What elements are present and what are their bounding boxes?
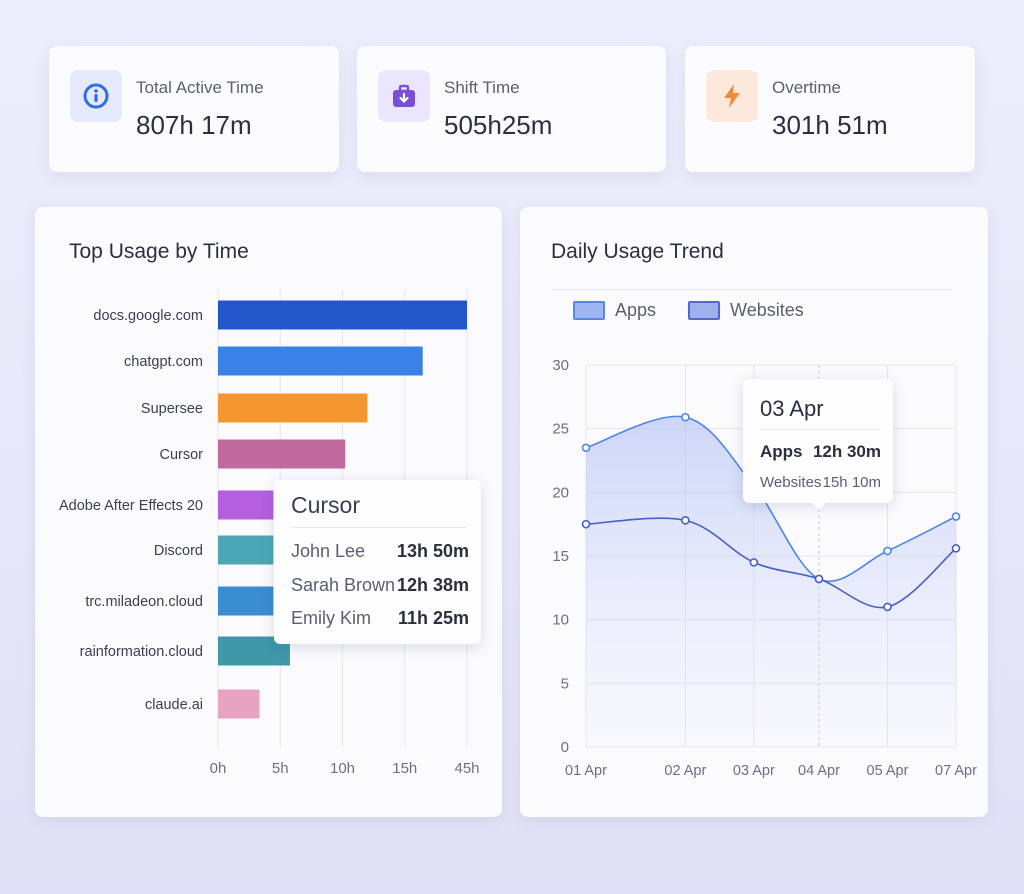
stat-card-overtime: Overtime 301h 51m <box>685 46 975 172</box>
tooltip-row-name: Sarah Brown <box>291 575 396 595</box>
category-label: Discord <box>154 543 203 559</box>
tooltip-row-name: John Lee <box>291 541 366 561</box>
tooltip-row-value: 13h 50m <box>396 541 469 561</box>
x-tick-label: 0h <box>210 760 227 777</box>
bar-tooltip-title: Cursor <box>291 492 361 518</box>
bar[interactable] <box>218 586 274 616</box>
data-point[interactable] <box>883 546 892 556</box>
y-tick-label: 15 <box>552 548 569 565</box>
bar[interactable] <box>218 535 274 565</box>
bar[interactable] <box>218 346 423 376</box>
data-point[interactable] <box>951 512 961 521</box>
tooltip-divider <box>291 527 467 528</box>
data-point[interactable] <box>814 574 824 584</box>
data-point[interactable] <box>581 519 591 529</box>
y-tick-label: 25 <box>552 421 569 438</box>
stat-value: 505h25m <box>444 110 553 140</box>
area-fill <box>586 416 956 747</box>
info-icon <box>70 70 122 122</box>
data-point[interactable] <box>883 602 892 612</box>
bar[interactable] <box>218 490 274 520</box>
title-divider <box>551 289 952 290</box>
tooltip-pointer <box>812 503 826 510</box>
stat-value: 301h 51m <box>772 110 888 140</box>
top-usage-title: Top Usage by Time <box>69 240 249 263</box>
y-tick-label: 20 <box>552 484 569 501</box>
category-label: rainformation.cloud <box>80 644 203 660</box>
tooltip-divider <box>760 429 879 430</box>
x-tick-label: 5h <box>272 760 289 777</box>
legend-label-apps: Apps <box>615 300 657 320</box>
y-tick-label: 10 <box>552 612 569 629</box>
x-tick-label: 01 Apr <box>565 763 607 779</box>
stat-label: Overtime <box>772 78 841 97</box>
data-point[interactable] <box>749 558 759 567</box>
bar-tooltip: Cursor John Lee 13h 50m Sarah Brown 12h … <box>274 480 481 644</box>
y-tick-label: 30 <box>552 357 569 374</box>
legend-label-websites: Websites <box>730 300 804 320</box>
line-tooltip: 03 Apr Apps 12h 30m Websites 15h 10m <box>743 379 893 510</box>
tooltip-apps-value: 12h 30m <box>812 442 881 461</box>
series-line <box>585 517 957 609</box>
category-label: docs.google.com <box>93 308 203 324</box>
data-point[interactable] <box>681 412 690 422</box>
x-tick-label: 45h <box>454 760 479 777</box>
data-point[interactable] <box>951 544 961 553</box>
stat-label: Shift Time <box>444 78 520 97</box>
category-label: Cursor <box>159 447 203 463</box>
x-tick-label: 15h <box>392 760 417 777</box>
top-usage-panel: Top Usage by Time docs.google.com chatgpt… <box>35 207 502 817</box>
x-tick-label: 10h <box>330 760 355 777</box>
legend-swatch-websites <box>688 301 721 320</box>
bar[interactable] <box>218 300 467 330</box>
category-label: Adobe After Effects 20 <box>59 498 203 514</box>
top-usage-chart: docs.google.com chatgpt.com Supersee Cursor… <box>59 289 480 777</box>
category-label: chatgpt.com <box>124 354 203 370</box>
daily-trend-title: Daily Usage Trend <box>551 240 724 263</box>
daily-trend-chart: 0 5 10 15 20 25 30 01 Apr 02 Apr 03 Apr 04 Apr 05 … <box>552 357 977 779</box>
stat-card-total-active-time: Total Active Time 807h 17m <box>49 46 339 172</box>
x-tick-label: 03 Apr <box>733 763 775 779</box>
category-label: trc.miladeon.cloud <box>85 594 203 610</box>
y-tick-label: 0 <box>561 739 569 756</box>
bar[interactable] <box>218 393 368 423</box>
data-point[interactable] <box>681 516 690 525</box>
x-tick-label: 02 Apr <box>664 763 706 779</box>
x-tick-label: 05 Apr <box>867 763 909 779</box>
tooltip-apps-label: Apps <box>760 442 803 461</box>
tooltip-row-value: 11h 25m <box>397 608 469 628</box>
daily-trend-panel: Daily Usage Trend Apps Websites 0 5 10 15 20… <box>520 207 988 817</box>
data-point[interactable] <box>581 443 591 453</box>
tooltip-websites-value: 15h 10m <box>822 474 881 491</box>
legend-swatch-apps <box>573 301 605 320</box>
bar[interactable] <box>218 439 346 469</box>
chart-legend: Apps Websites <box>573 300 804 321</box>
stat-value: 807h 17m <box>136 110 252 140</box>
briefcase-icon <box>378 70 430 122</box>
stat-card-shift-time: Shift Time 505h25m <box>357 46 666 172</box>
x-tick-label: 04 Apr <box>798 763 840 779</box>
tooltip-websites-label: Websites <box>760 474 822 491</box>
lightning-icon <box>706 70 758 122</box>
y-tick-label: 5 <box>561 675 569 692</box>
category-label: claude.ai <box>145 697 203 713</box>
tooltip-row-name: Emily Kim <box>291 608 371 628</box>
bar[interactable] <box>218 689 260 719</box>
category-label: Supersee <box>141 401 203 417</box>
stat-label: Total Active Time <box>136 78 264 97</box>
tooltip-row-value: 12h 38m <box>396 575 469 595</box>
line-tooltip-title: 03 Apr <box>760 396 824 421</box>
x-tick-label: 07 Apr <box>935 763 977 779</box>
